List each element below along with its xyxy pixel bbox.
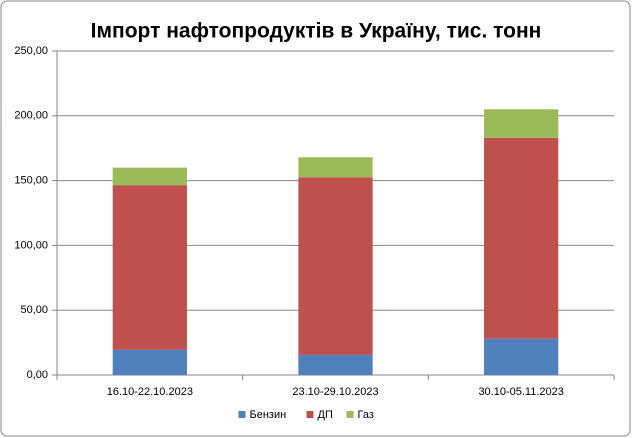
legend-swatch <box>306 411 314 418</box>
y-tick-label: 250,00 <box>14 45 48 57</box>
bar-segment <box>484 338 559 375</box>
legend-label: Бензин <box>250 409 287 421</box>
bar-segment <box>298 157 373 178</box>
bar-segment <box>112 185 187 350</box>
x-tick-label: 16.10-22.10.2023 <box>107 386 193 398</box>
y-tick-label: 0,00 <box>27 369 48 381</box>
y-tick-label: 50,00 <box>20 304 48 316</box>
legend-swatch <box>238 411 246 418</box>
bar-segment <box>484 109 559 138</box>
bar-segment <box>112 349 187 375</box>
chart-title: Імпорт нафтопродуктів в Україну, тис. то… <box>91 20 542 43</box>
bar-segment <box>298 354 373 375</box>
legend-label: ДП <box>318 409 333 421</box>
bar-segment <box>298 177 373 355</box>
bar-segment <box>484 137 559 339</box>
x-tick-label: 30.10-05.11.2023 <box>478 386 563 398</box>
y-tick-label: 200,00 <box>14 110 48 122</box>
bar-segment <box>112 167 187 186</box>
x-tick-label: 23.10-29.10.2023 <box>292 386 378 398</box>
legend-swatch <box>346 411 354 418</box>
y-tick-label: 150,00 <box>14 175 48 187</box>
y-tick-label: 100,00 <box>14 239 48 251</box>
legend-label: Газ <box>358 409 374 421</box>
